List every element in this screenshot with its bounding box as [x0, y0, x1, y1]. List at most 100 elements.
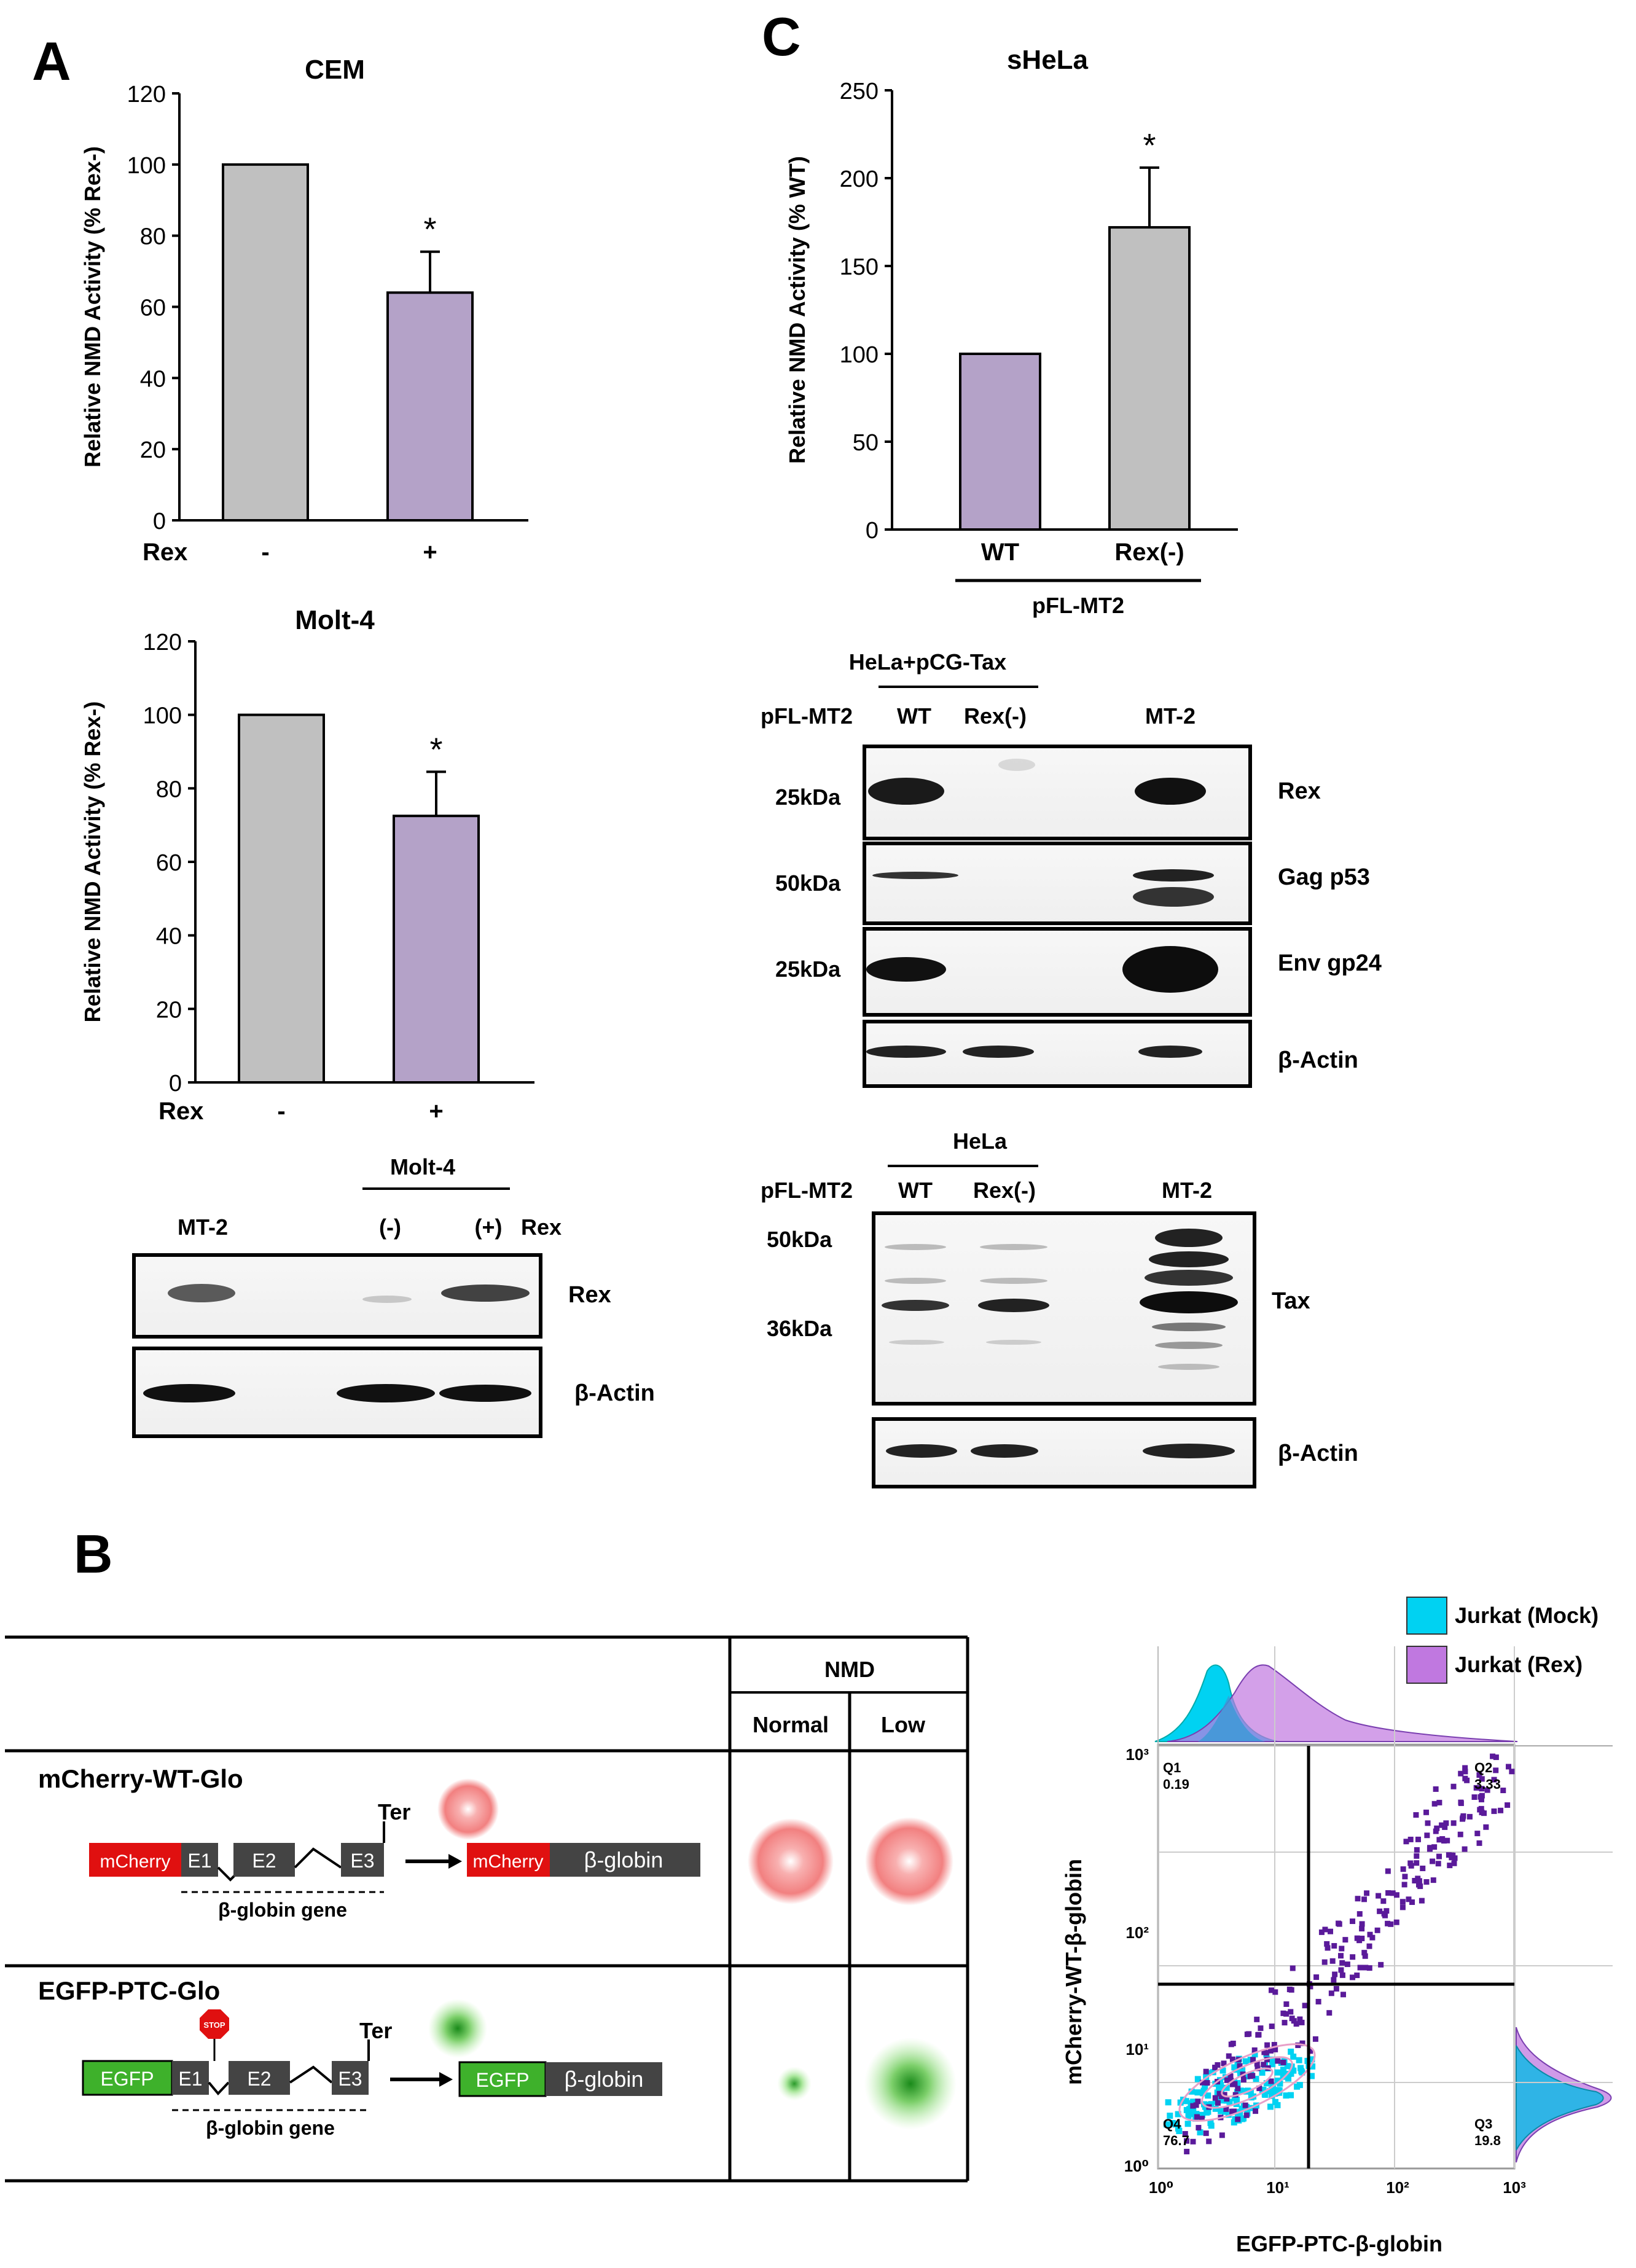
flow-point-rex	[1230, 2040, 1236, 2046]
flow-point-rex	[1336, 1921, 1342, 1927]
flow-point-rex	[1216, 2090, 1223, 2097]
flow-point-rex	[1382, 1912, 1388, 1918]
flow-point-rex	[1295, 2042, 1301, 2048]
q1-value: 0.19	[1163, 1777, 1189, 1792]
blot-hela-tax-band-actin: β-Actin	[1278, 1047, 1358, 1073]
flow-point-rex	[1269, 1987, 1275, 1993]
flow-point-rex	[1339, 1960, 1345, 1966]
molt-row-label: Rex	[159, 1098, 203, 1125]
molt-ytick-label-1: 20	[156, 997, 182, 1023]
flow-point-rex	[1450, 1820, 1457, 1826]
flow-point-rex	[1359, 1926, 1365, 1932]
mcherry-exon3: E3	[350, 1850, 374, 1872]
shela-ytick-label-3: 150	[840, 254, 879, 280]
flow-point-rex	[1413, 1812, 1419, 1818]
flow-point-mock	[1263, 2080, 1270, 2087]
nmd-header: NMD	[824, 1657, 875, 1682]
flow-point-rex	[1374, 1927, 1380, 1933]
flow-point-rex	[1364, 1890, 1370, 1896]
flow-point-rex	[1462, 1846, 1468, 1852]
flow-point-rex	[1442, 1824, 1448, 1830]
flow-point-mock	[1237, 2068, 1243, 2074]
flow-point-rex	[1251, 2047, 1258, 2053]
shela-bar-chart: sHeLa 0 50 100 150 200 250 Relative NMD Activit…	[785, 45, 1238, 566]
flow-point-rex	[1376, 1893, 1382, 1899]
flow-point-rex	[1434, 1825, 1440, 1831]
flow-point-rex	[1322, 1926, 1328, 1933]
molt-ytick-label-3: 60	[156, 850, 182, 876]
shela-ytick-label-0: 0	[866, 518, 879, 544]
flow-point-rex	[1344, 1961, 1350, 1968]
flow-point-rex	[1414, 1860, 1420, 1866]
flow-point-rex	[1331, 1943, 1337, 1949]
flow-point-rex	[1367, 1931, 1373, 1938]
q2-name: Q2	[1474, 1760, 1492, 1775]
flow-point-mock	[1204, 2109, 1210, 2116]
flow-point-rex	[1247, 2073, 1253, 2079]
flow-point-rex	[1407, 1860, 1414, 1866]
flow-point-rex	[1419, 1898, 1425, 1904]
flow-point-rex	[1224, 2077, 1230, 2083]
flow-point-rex	[1415, 1875, 1421, 1882]
egfp-product-label: β-globin	[565, 2067, 644, 2092]
blot-molt4-lane-mt2: MT-2	[178, 1214, 228, 1240]
flow-point-rex	[1242, 2102, 1248, 2108]
blot-molt4: Molt-4 MT-2 (-) (+) Rex Rex β-Actin	[132, 1154, 655, 1438]
shela-ytick-label-2: 100	[840, 342, 879, 368]
flow-point-rex	[1400, 1866, 1406, 1872]
flow-point-rex	[1361, 1950, 1368, 1956]
flow-point-rex	[1498, 1807, 1504, 1813]
flow-point-rex	[1297, 2016, 1303, 2022]
egfp-exon1: E1	[178, 2068, 202, 2090]
molt-sig-1: *	[429, 731, 442, 768]
flow-point-rex	[1443, 1820, 1449, 1826]
egfp-product-tag: EGFP	[476, 2069, 529, 2091]
flow-point-rex	[1399, 1899, 1406, 1905]
flow-point-mock	[1294, 2083, 1301, 2090]
flow-point-rex	[1477, 1807, 1483, 1813]
flow-point-rex	[1313, 1974, 1320, 1981]
flow-point-mock	[1175, 2111, 1181, 2117]
ytick-0: 10⁰	[1124, 2157, 1149, 2175]
flow-point-rex	[1500, 1788, 1506, 1794]
flow-point-mock	[1219, 2067, 1226, 2074]
flow-point-rex	[1476, 1772, 1482, 1778]
cem-row-label: Rex	[143, 539, 187, 566]
flow-point-rex	[1272, 2046, 1278, 2052]
blot-hela-tax-size-2: 50kDa	[775, 870, 841, 896]
flow-point-rex	[1359, 1921, 1365, 1927]
flow-point-rex	[1268, 2078, 1274, 2084]
flow-point-rex	[1406, 1896, 1412, 1902]
flow-point-rex	[1462, 1765, 1468, 1771]
flow-point-rex	[1255, 2032, 1261, 2038]
cem-bar-1	[386, 291, 474, 522]
flow-xlabel: EGFP-PTC-β-globin	[1236, 2231, 1442, 2256]
flow-point-rex	[1194, 2114, 1200, 2120]
flow-point-rex	[1244, 2031, 1250, 2038]
construct-egfp-name: EGFP-PTC-Glo	[38, 1976, 220, 2005]
construct-mcherry-name: mCherry-WT-Glo	[38, 1764, 243, 1793]
nmd-col-low: Low	[881, 1712, 926, 1737]
flow-point-mock	[1176, 2128, 1183, 2135]
xtick-0: 10⁰	[1149, 2178, 1173, 2197]
q1-name: Q1	[1163, 1760, 1181, 1775]
q2-value: 3.33	[1474, 1777, 1501, 1792]
flow-point-rex	[1283, 2011, 1290, 2017]
flow-point-mock	[1284, 2063, 1291, 2070]
flow-point-rex	[1190, 2103, 1196, 2109]
flow-point-rex	[1291, 2018, 1297, 2024]
flow-point-rex	[1436, 1853, 1442, 1859]
panel-label-c: C	[762, 6, 801, 67]
cem-ytick-label-6: 120	[127, 82, 166, 108]
legend-mock: Jurkat (Mock)	[1455, 1603, 1599, 1628]
blot-hela-lane-wt: WT	[898, 1178, 933, 1203]
flow-point-mock	[1269, 2056, 1276, 2063]
blot-molt4-lane-minus: (-)	[379, 1214, 401, 1240]
flow-point-rex	[1350, 1954, 1356, 1960]
flow-point-rex	[1354, 1973, 1360, 1979]
molt-category-0: -	[277, 1098, 285, 1125]
flow-point-rex	[1447, 1863, 1453, 1869]
blot-hela-tax-band-rex: Rex	[1278, 778, 1321, 804]
q3-value: 19.8	[1474, 2133, 1501, 2148]
q4-value: 76.7	[1163, 2133, 1189, 2148]
